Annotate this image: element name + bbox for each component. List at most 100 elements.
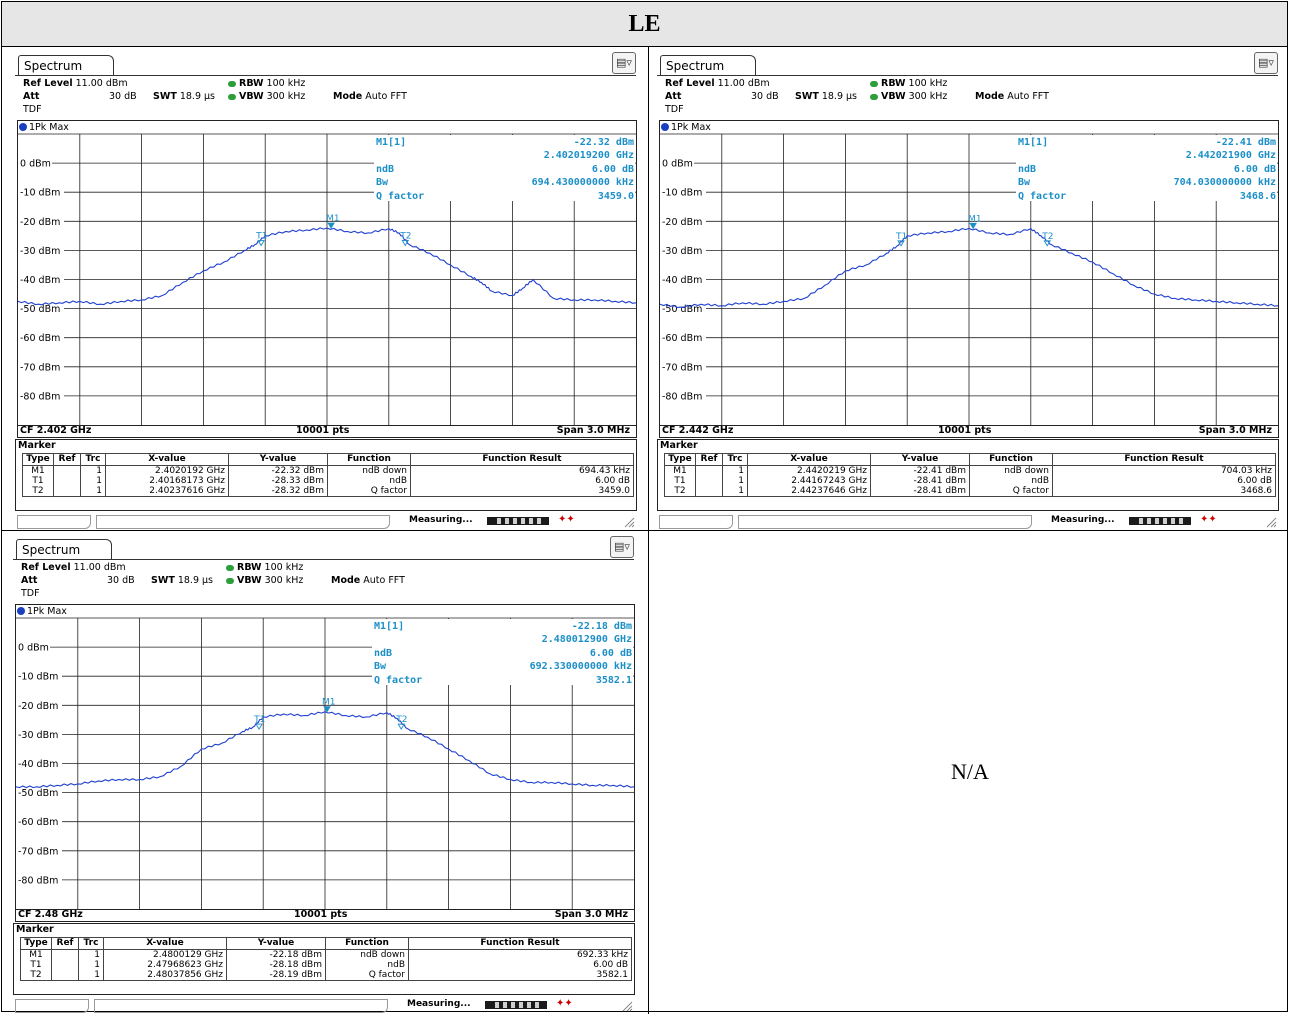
cell-trc: 1 (78, 960, 104, 970)
table-row[interactable]: T2 1 2.40237616 GHz -28.32 dBm Q factor … (22, 486, 634, 497)
y-tick-bg (18, 302, 64, 314)
att-label: Att (23, 91, 40, 102)
y-tick-label: -70 dBm (662, 362, 702, 373)
cell-ref (53, 486, 81, 497)
readout-text: 692.330000000 kHz (530, 661, 632, 672)
marker-m1-icon[interactable] (969, 222, 977, 230)
display-config-icon[interactable]: ▤▿ (612, 52, 636, 74)
swt-label: SWT (151, 575, 175, 586)
cell-type: M1 (20, 949, 52, 960)
y-tick-bg (18, 360, 64, 372)
cell-result: 6.00 dB (410, 476, 634, 486)
status-field-2 (96, 515, 390, 529)
vbw-label: VBW (881, 91, 906, 102)
trace-1-icon (661, 123, 669, 131)
span-value: Span 3.0 MHz (554, 909, 628, 920)
spectrum-plot[interactable]: 0 dBm -10 dBm -20 dBm -30 dBm -40 dBm -50 dBm… (17, 120, 637, 426)
trace-label: 1Pk Max (19, 122, 69, 133)
readout-text: Q factor (374, 675, 422, 686)
y-tick-label: -20 dBm (662, 217, 702, 228)
center-frequency: CF 2.48 GHz (18, 909, 83, 920)
table-row[interactable]: T1 1 2.40168173 GHz -28.33 dBm ndB 6.00 … (22, 476, 634, 486)
cell-function: ndB down (325, 949, 409, 960)
cell-y: -28.19 dBm (226, 970, 326, 981)
marker-m1-icon[interactable] (323, 706, 331, 713)
col-x: X-value (747, 453, 871, 466)
y-tick-bg (660, 273, 706, 285)
resize-grip-icon[interactable] (621, 1000, 633, 1012)
marker-table: Type Ref Trc X-value Y-value Function Fu… (22, 453, 634, 497)
marker-m1-icon[interactable] (327, 222, 335, 229)
readout-text: 694.430000000 kHz (532, 177, 634, 188)
y-tick-bg (660, 302, 706, 314)
tab-spectrum[interactable]: Spectrum (660, 55, 756, 75)
mode-label: Mode (331, 575, 361, 586)
y-tick-bg (18, 273, 64, 285)
cell-trc: 1 (78, 970, 104, 981)
table-row[interactable]: T1 1 2.47968623 GHz -28.18 dBm ndB 6.00 … (20, 960, 632, 970)
cell-ref (51, 960, 79, 970)
cell-trc: 1 (80, 465, 106, 476)
cell-function: ndB down (969, 465, 1053, 476)
marker-t2-icon[interactable] (401, 240, 410, 247)
table-row[interactable]: T2 1 2.48037856 GHz -28.19 dBm Q factor … (20, 970, 632, 981)
att-value: 30 dB (751, 91, 779, 102)
marker-table-panel: Marker Type Ref Trc X-value Y-value Func… (657, 439, 1279, 511)
rbw-coupled-icon (226, 564, 234, 571)
y-tick-bg (16, 670, 62, 682)
marker-t1-icon[interactable] (897, 240, 905, 247)
ref-level-value: 11.00 dBm (73, 562, 126, 573)
y-tick-bg (18, 389, 64, 401)
y-tick-bg (660, 157, 694, 169)
y-tick-bg (660, 244, 706, 256)
att-label: Att (21, 575, 38, 586)
spectrum-plot[interactable]: 0 dBm -10 dBm -20 dBm -30 dBm -40 dBm -50 dBm… (15, 604, 635, 910)
ref-level-label: Ref Level (21, 562, 71, 573)
display-config-icon[interactable]: ▤▿ (610, 536, 634, 558)
cell-x: 2.44167243 GHz (747, 476, 871, 486)
y-tick-bg (16, 786, 62, 798)
tab-spectrum[interactable]: Spectrum (16, 539, 112, 559)
table-row[interactable]: M1 1 2.4800129 GHz -22.18 dBm ndB down 6… (20, 949, 632, 960)
marker-t2-icon[interactable] (397, 723, 406, 731)
table-row[interactable]: M1 1 2.4420219 GHz -22.41 dBm ndB down 7… (664, 465, 1276, 476)
y-tick-bg (16, 757, 62, 769)
y-tick-bg (18, 215, 64, 227)
vbw-coupled-icon (228, 93, 236, 100)
spectrum-panel: Spectrum ▤▿ Ref Level 11.00 dBm Att 30 d… (13, 534, 639, 1013)
readout-text: 2.442021900 GHz (1186, 150, 1276, 161)
y-tick-label: -40 dBm (662, 275, 702, 286)
marker-label: M1 (968, 214, 982, 224)
cell-type: T2 (664, 486, 696, 497)
cell-result: 694.43 kHz (410, 465, 634, 476)
lxi-icon: ✦✦ (1200, 514, 1217, 525)
progress-bar (1129, 517, 1191, 525)
center-frequency: CF 2.402 GHz (20, 425, 92, 436)
col-function: Function (325, 937, 409, 950)
ref-level-label: Ref Level (665, 78, 715, 89)
y-tick-label: -50 dBm (18, 788, 58, 799)
marker-label: T2 (395, 715, 407, 725)
resize-grip-icon[interactable] (1265, 516, 1277, 528)
y-tick-bg (660, 186, 706, 198)
table-row[interactable]: T1 1 2.44167243 GHz -28.41 dBm ndB 6.00 … (664, 476, 1276, 486)
table-row[interactable]: M1 1 2.4020192 GHz -22.32 dBm ndB down 6… (22, 465, 634, 476)
marker-t1-icon[interactable] (255, 723, 263, 730)
plot-footer: CF 2.48 GHz 10001 pts Span 3.0 MHz (15, 909, 635, 922)
col-y: Y-value (226, 937, 326, 950)
spectrum-plot[interactable]: 0 dBm -10 dBm -20 dBm -30 dBm -40 dBm -50 dBm… (659, 120, 1279, 426)
tab-spectrum[interactable]: Spectrum (18, 55, 114, 75)
mode-value: Auto FFT (365, 91, 407, 102)
table-row[interactable]: T2 1 2.44237646 GHz -28.41 dBm Q factor … (664, 486, 1276, 497)
display-config-icon[interactable]: ▤▿ (1254, 52, 1278, 74)
cell-trc: 1 (78, 949, 104, 960)
marker-t1-icon[interactable] (257, 240, 265, 247)
measuring-status: Measuring... (409, 515, 473, 525)
y-tick-label: -70 dBm (18, 846, 58, 857)
marker-t2-icon[interactable] (1043, 240, 1052, 247)
resize-grip-icon[interactable] (623, 516, 635, 528)
readout-background (372, 619, 633, 685)
cell-y: -28.41 dBm (870, 476, 970, 486)
trace-label-text: 1Pk Max (27, 606, 67, 617)
rbw-coupled-icon (228, 80, 236, 87)
